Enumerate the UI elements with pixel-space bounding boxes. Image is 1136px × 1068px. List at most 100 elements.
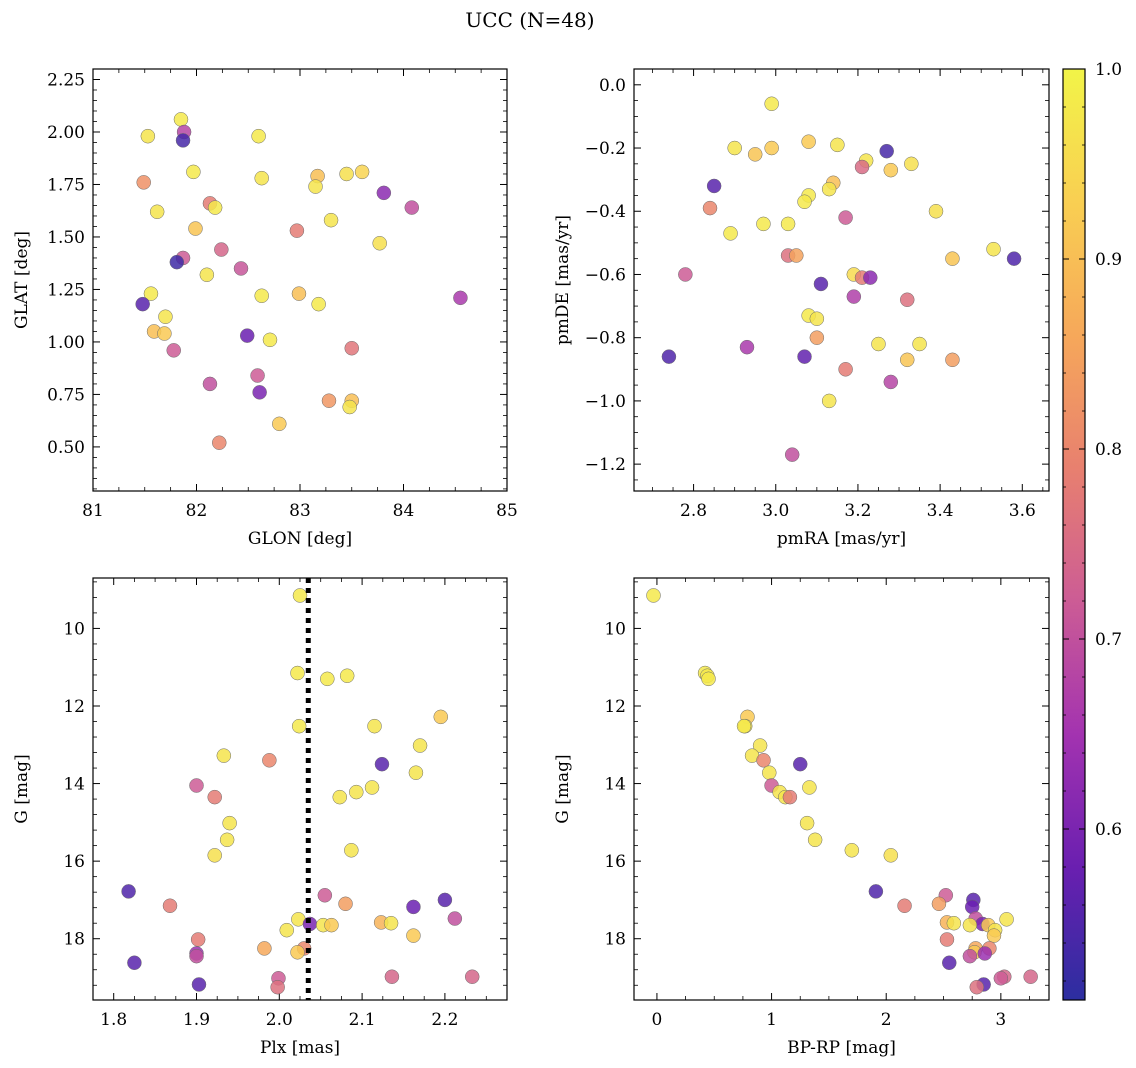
data-point (736, 718, 752, 734)
data-point (1006, 251, 1022, 266)
data-point (383, 915, 399, 931)
data-point (830, 137, 845, 153)
data-point (354, 164, 370, 180)
x-tick-label: 2.2 (431, 1010, 458, 1030)
data-point (233, 261, 249, 276)
figure-title: UCC (N=48) (465, 8, 594, 32)
colorbar-tick-label: 1.0 (1095, 60, 1122, 80)
data-point (251, 128, 266, 144)
data-point (993, 971, 1009, 986)
data-point (986, 928, 1002, 943)
data-point (364, 780, 380, 795)
data-point (756, 753, 771, 768)
data-point (727, 140, 742, 156)
data-point (942, 955, 957, 971)
data-point (962, 917, 978, 933)
data-point (802, 780, 817, 795)
y-tick-label: 14 (604, 775, 626, 795)
data-point (801, 134, 816, 149)
data-point (222, 815, 237, 831)
data-point (189, 778, 204, 793)
data-point (797, 194, 812, 210)
data-point (977, 946, 993, 961)
data-point (813, 276, 829, 292)
data-point (374, 756, 390, 772)
tick-marks (634, 578, 1049, 1000)
data-point (904, 156, 919, 172)
data-point (349, 784, 364, 800)
data-point (317, 888, 333, 903)
data-point (962, 948, 978, 964)
data-point (250, 368, 265, 383)
data-point (999, 912, 1014, 927)
data-points (135, 112, 468, 450)
data-point (292, 588, 308, 603)
data-point (701, 671, 716, 687)
data-point (868, 884, 884, 899)
data-point (780, 216, 796, 232)
colorbar-tick-label: 0.6 (1095, 820, 1122, 840)
x-tick-label: 84 (393, 501, 415, 521)
data-point (931, 896, 947, 912)
data-point (216, 748, 232, 763)
data-point (219, 832, 235, 848)
panels: 81 82 83 84 850.500.751.001.251.501.752.002.… (12, 68, 1050, 1058)
y-tick-label: 16 (604, 852, 626, 872)
y-tick-label: 18 (604, 930, 626, 950)
data-point (291, 286, 307, 301)
data-point (404, 200, 420, 215)
data-point (320, 671, 335, 687)
data-point (339, 668, 355, 683)
data-point (367, 718, 382, 734)
data-point (344, 340, 359, 356)
y-tick-label: −1.0 (585, 392, 626, 412)
data-point (186, 164, 201, 180)
data-point (207, 848, 222, 863)
data-point (739, 339, 755, 355)
data-point (289, 223, 305, 238)
data-point (883, 848, 899, 863)
data-point (883, 374, 899, 390)
data-point (406, 899, 421, 915)
data-point (838, 210, 853, 225)
y-tick-label: 10 (63, 619, 85, 639)
data-point (899, 292, 915, 308)
y-tick-label: 2.25 (47, 70, 85, 90)
x-tick-label: 3 (995, 1010, 1006, 1030)
data-point (646, 588, 661, 603)
y-tick-label: 0.0 (599, 76, 626, 96)
data-point (384, 969, 400, 984)
x-tick-label: 2.1 (349, 1010, 376, 1030)
data-point (311, 296, 326, 312)
data-point (821, 393, 837, 409)
x-tick-label: 2.0 (266, 1010, 293, 1030)
data-point (821, 181, 837, 197)
y-tick-label: −0.8 (585, 329, 626, 349)
data-point (254, 170, 269, 186)
data-point (782, 789, 798, 805)
data-point (799, 815, 815, 831)
data-point (339, 166, 354, 182)
data-point (169, 254, 185, 270)
data-point (321, 393, 337, 408)
x-axis-label: BP-RP [mag] (787, 1038, 896, 1058)
data-point (191, 977, 207, 992)
data-point (324, 917, 339, 933)
data-point (207, 789, 222, 805)
data-point (897, 898, 912, 913)
data-point (190, 932, 206, 947)
data-point (879, 143, 894, 159)
data-point (792, 756, 808, 772)
data-point (189, 948, 204, 964)
x-tick-label: 81 (82, 501, 104, 521)
data-point (797, 349, 812, 364)
data-point (764, 96, 779, 112)
data-point (871, 336, 886, 352)
data-point (747, 147, 763, 162)
data-point (127, 955, 142, 971)
data-points (661, 96, 1022, 462)
tick-marks (92, 69, 508, 491)
y-axis-label: pmDE [mas/yr] (553, 215, 573, 345)
data-point (290, 945, 305, 960)
